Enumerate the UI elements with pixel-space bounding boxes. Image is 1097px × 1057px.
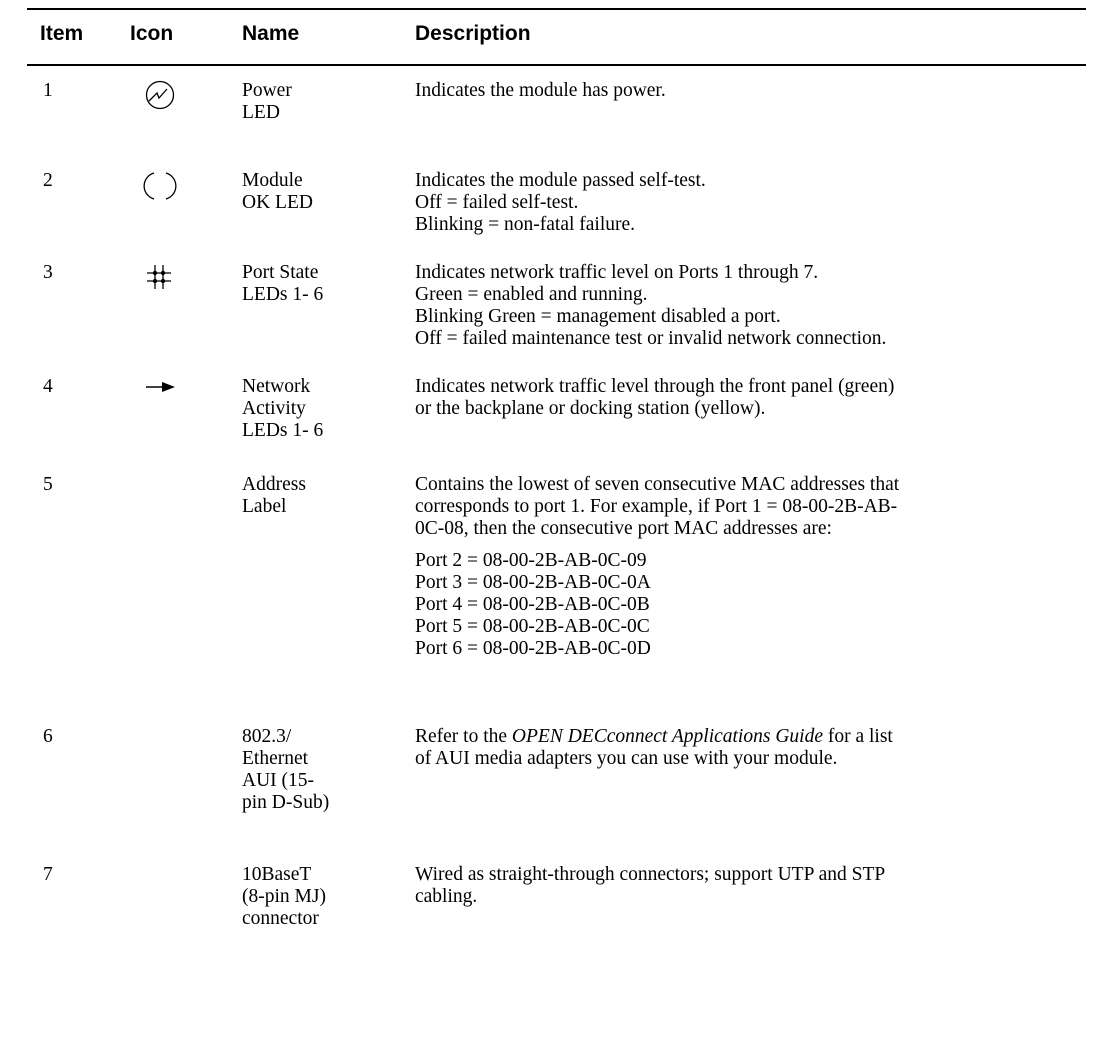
header-name: Name <box>242 22 300 45</box>
network-activity-arrow-icon <box>132 376 188 420</box>
row-name: Address Label <box>242 474 306 517</box>
row-description: Indicates network traffic level on Ports… <box>415 262 887 349</box>
port-mac-address: Port 4 = 08-00-2B-AB-0C-0B <box>415 594 650 615</box>
row-name: Port State LEDs 1- 6 <box>242 262 324 305</box>
port-state-led-icon <box>132 262 188 306</box>
header-rule <box>27 64 1086 66</box>
row-description: Indicates network traffic level through … <box>415 376 895 419</box>
row-name: Network Activity LEDs 1- 6 <box>242 376 324 441</box>
row-item-number: 4 <box>43 376 53 397</box>
row-description: Contains the lowest of seven consecutive… <box>415 474 1085 660</box>
row-description: Refer to the OPEN DECconnect Application… <box>415 726 893 769</box>
port-mac-address: Port 5 = 08-00-2B-AB-0C-0C <box>415 616 650 637</box>
row-name: 10BaseT (8-pin MJ) connector <box>242 864 326 929</box>
header-icon: Icon <box>130 22 174 45</box>
row-item-number: 5 <box>43 474 53 495</box>
guide-title: OPEN DECconnect Applications Guide <box>511 726 823 747</box>
row-item-number: 3 <box>43 262 53 283</box>
power-led-icon <box>132 80 188 124</box>
port-mac-address: Port 6 = 08-00-2B-AB-0C-0D <box>415 638 651 659</box>
row-description: Wired as straight-through connectors; su… <box>415 864 886 907</box>
table-top-rule <box>27 8 1086 10</box>
row-item-number: 6 <box>43 726 53 747</box>
port-mac-address: Port 3 = 08-00-2B-AB-0C-0A <box>415 572 651 593</box>
header-item: Item <box>40 22 84 45</box>
row-item-number: 1 <box>43 80 53 101</box>
row-item-number: 2 <box>43 170 53 191</box>
port-mac-address: Port 2 = 08-00-2B-AB-0C-09 <box>415 550 647 571</box>
row-name: 802.3/ Ethernet AUI (15- pin D-Sub) <box>242 726 330 813</box>
row-item-number: 7 <box>43 864 53 885</box>
row-name: Module OK LED <box>242 170 313 213</box>
module-ok-led-icon <box>132 170 188 214</box>
header-description: Description <box>415 22 531 45</box>
row-name: Power LED <box>242 80 292 123</box>
row-description: Indicates the module passed self-test. O… <box>415 170 706 235</box>
row-description: Indicates the module has power. <box>415 80 666 101</box>
